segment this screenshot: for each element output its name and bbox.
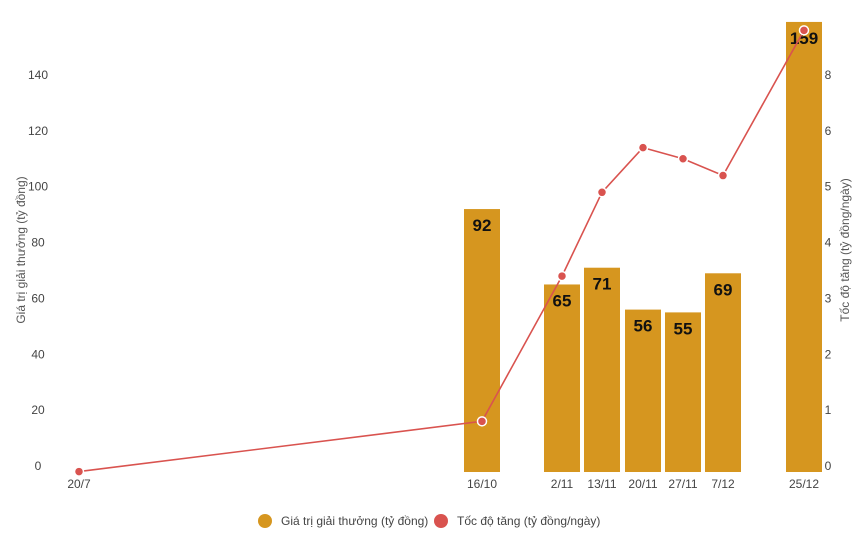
y-right-tick-label: 8: [825, 68, 832, 82]
line-point: [677, 153, 689, 165]
x-tick-label: 16/10: [467, 477, 497, 491]
y-right-tick-label: 0: [825, 459, 832, 473]
line-point: [596, 187, 608, 198]
y-right-tick-label: 1: [825, 403, 832, 417]
y-right-axis-title: Tốc độ tăng (tỷ đồng/ngày): [838, 178, 852, 321]
line-point: [556, 270, 568, 282]
line-series: [78, 29, 805, 473]
y-left-tick-label: 120: [28, 124, 48, 138]
y-left-axis-title: Giá trị giải thưởng (tỷ đồng): [14, 176, 28, 323]
x-tick-label: 20/7: [67, 477, 91, 491]
y-right-tick-label: 2: [825, 347, 832, 361]
x-tick-label: 13/11: [587, 477, 616, 491]
y-left-tick-label: 140: [28, 68, 48, 82]
y-right-tick-label: 6: [825, 124, 832, 138]
bar-data-label: 65: [553, 291, 572, 310]
legend-label-line: Tốc độ tăng (tỷ đồng/ngày): [457, 514, 600, 528]
line-point: [476, 416, 488, 427]
bar: [625, 309, 661, 472]
x-tick-label: 27/11: [668, 477, 697, 491]
line-point: [798, 25, 810, 36]
y-left-tick-label: 80: [31, 236, 45, 250]
legend-marker-line: [434, 514, 448, 528]
x-tick-label: 7/12: [711, 477, 735, 491]
bar: [544, 284, 580, 472]
bar: [705, 273, 741, 472]
x-tick-label: 20/11: [628, 477, 657, 491]
line-point: [637, 142, 649, 153]
bar-data-label: 56: [634, 317, 653, 336]
bar-data-label: 69: [714, 280, 733, 299]
y-right-tick-label: 4: [825, 236, 832, 250]
y-left-tick-label: 0: [35, 459, 42, 473]
legend-label-bar: Giá trị giải thưởng (tỷ đồng): [281, 514, 428, 528]
y-left-tick-label: 40: [31, 347, 45, 361]
line-point: [73, 466, 85, 477]
y-left-tick-label: 20: [31, 403, 45, 417]
y-left-tick-label: 100: [28, 180, 48, 194]
bar: [665, 312, 701, 472]
bar-data-label: 55: [674, 319, 693, 338]
bar: [464, 209, 500, 473]
x-tick-label: 25/12: [789, 477, 819, 491]
legend-marker-bar: [258, 514, 272, 528]
bar-data-label: 92: [473, 216, 492, 235]
y-right-tick-label: 3: [825, 291, 832, 305]
bar-data-label: 71: [593, 275, 612, 294]
y-right-tick-label: 5: [825, 180, 832, 194]
x-tick-label: 2/11: [551, 477, 574, 491]
y-left-tick-label: 60: [31, 291, 45, 305]
bar: [786, 21, 822, 472]
line-point: [717, 170, 729, 181]
bar: [584, 267, 620, 472]
